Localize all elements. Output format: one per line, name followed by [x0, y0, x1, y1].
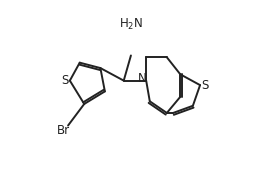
Text: S: S [201, 79, 209, 92]
Text: N: N [138, 72, 147, 85]
Text: H$_2$N: H$_2$N [119, 17, 143, 33]
Text: S: S [61, 74, 68, 87]
Text: Br: Br [57, 123, 70, 136]
